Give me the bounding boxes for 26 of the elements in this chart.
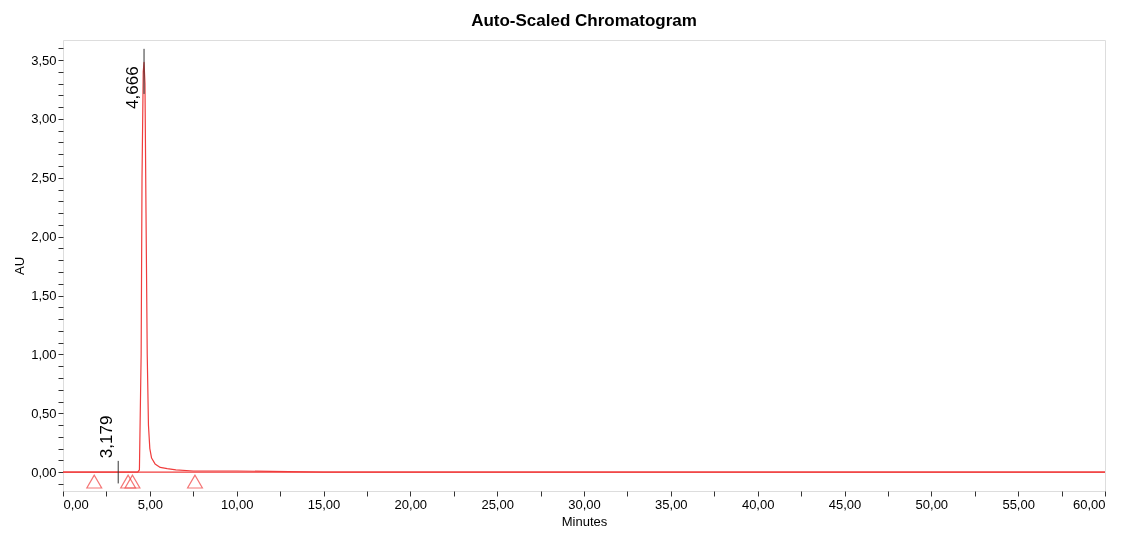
x-tick-label: 20,00 [394,496,428,512]
x-tick-label: 15,00 [307,496,341,512]
annotation: 4,666 [123,66,143,109]
y-tick-label: 2,00 [31,229,57,245]
x-tick-label: 30,00 [568,496,601,512]
y-tick-label: 2,50 [31,170,57,186]
y-tick-label: 3,00 [31,111,57,127]
chart-title: Auto-Scaled Chromatogram [471,11,697,30]
x-tick-label: 60,00 [1072,496,1106,512]
y-tick-label: 1,50 [31,288,57,304]
y-tick-label: 3,50 [31,52,57,68]
x-tick-label: 50,00 [915,496,949,512]
x-tick-label: 0,00 [63,496,89,512]
x-tick-label: 10,00 [220,496,254,512]
y-tick-label: 0,00 [31,464,57,480]
annotation: 3,179 [97,415,117,459]
y-tick-label: 1,00 [31,346,57,362]
x-tick-label: 55,00 [1002,496,1035,512]
x-tick-label: 35,00 [655,496,688,512]
x-tick-label: 45,00 [828,496,862,512]
y-tick-label: 0,50 [31,405,57,421]
x-tick-label: 5,00 [137,496,163,512]
x-tick-label: 25,00 [481,496,514,512]
y-axis-title: AU [12,256,28,276]
x-tick-label: 40,00 [741,496,775,512]
x-axis-title: Minutes [561,513,608,529]
